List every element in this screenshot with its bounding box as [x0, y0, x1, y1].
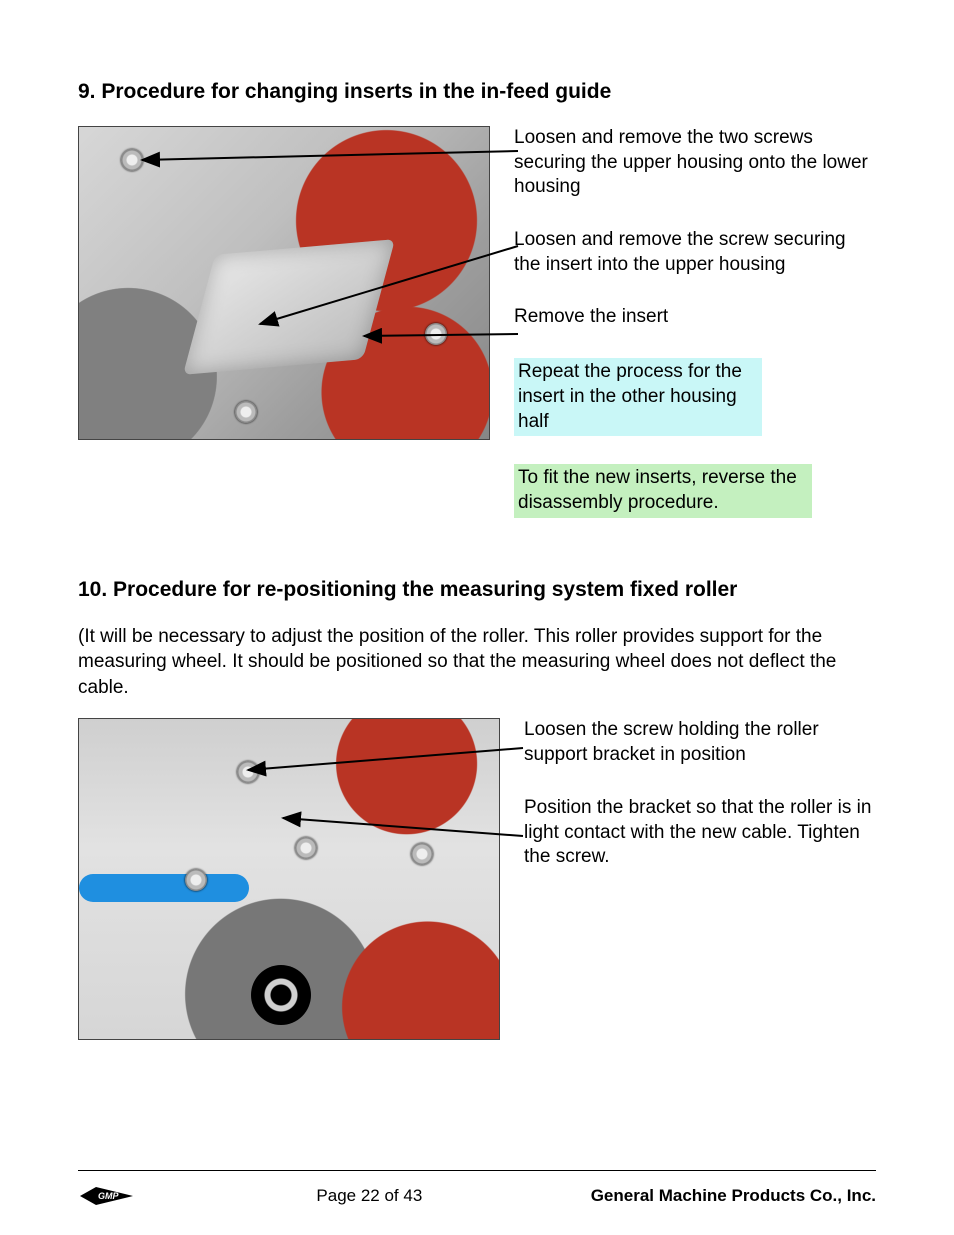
- callout-text: Loosen the screw holding the roller supp…: [524, 718, 876, 767]
- callout-text: Loosen and remove the screw securing the…: [514, 228, 876, 277]
- company-logo: GMP: [78, 1183, 148, 1209]
- section-9-heading: 9. Procedure for changing inserts in the…: [78, 80, 876, 104]
- callout-highlight-green: To fit the new inserts, reverse the disa…: [514, 464, 812, 517]
- company-name: General Machine Products Co., Inc.: [591, 1186, 876, 1206]
- callout-text: Loosen and remove the two screws securin…: [514, 126, 876, 200]
- logo-text: GMP: [98, 1191, 119, 1201]
- figure-2-image: [78, 718, 500, 1040]
- figure-1: [78, 126, 490, 440]
- figure-1-image: [78, 126, 490, 440]
- section-9: 9. Procedure for changing inserts in the…: [78, 80, 876, 518]
- callout-highlight-cyan: Repeat the process for the insert in the…: [514, 358, 762, 436]
- callout-text: Position the bracket so that the roller …: [524, 796, 876, 870]
- section-10-heading: 10. Procedure for re-positioning the mea…: [78, 578, 876, 602]
- callout-text: Remove the insert: [514, 305, 876, 330]
- section-10: 10. Procedure for re-positioning the mea…: [78, 578, 876, 1041]
- page-footer: GMP Page 22 of 43 General Machine Produc…: [78, 1170, 876, 1209]
- figure-2: [78, 718, 500, 1040]
- page-number: Page 22 of 43: [148, 1186, 591, 1206]
- section-9-callouts: Loosen and remove the two screws securin…: [490, 126, 876, 518]
- section-10-intro: (It will be necessary to adjust the posi…: [78, 624, 876, 701]
- section-10-callouts: Loosen the screw holding the roller supp…: [500, 718, 876, 897]
